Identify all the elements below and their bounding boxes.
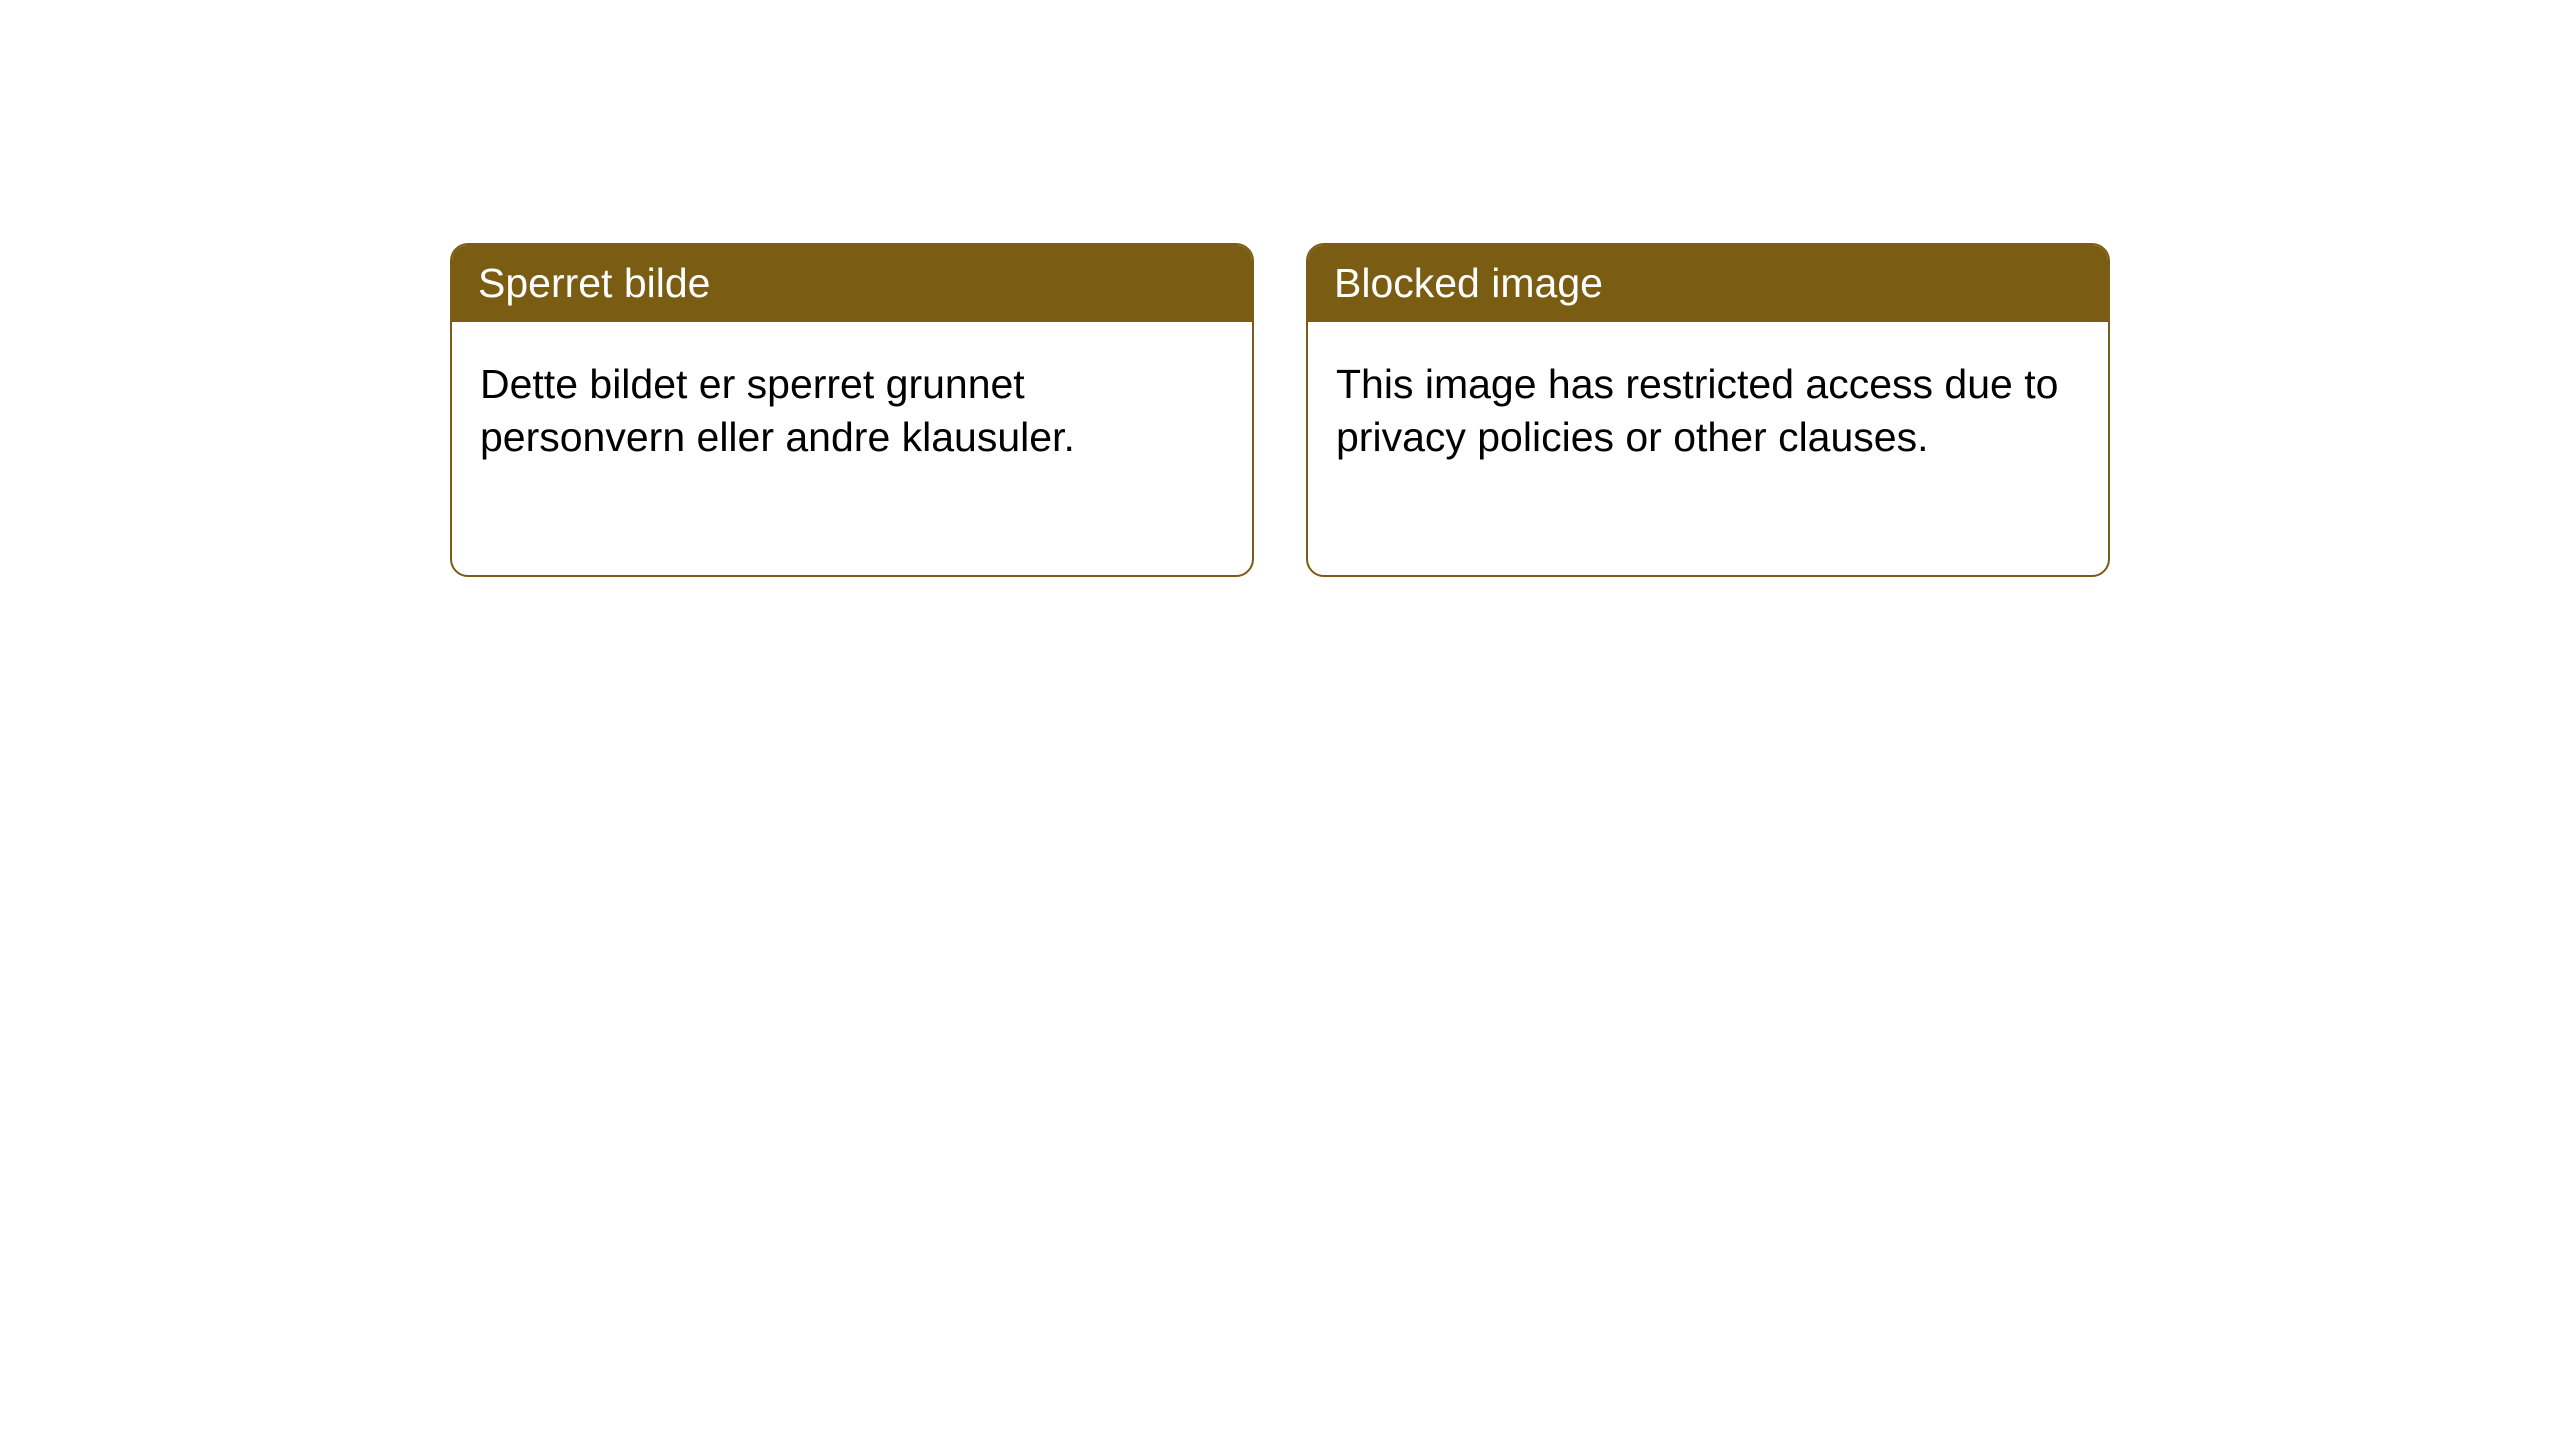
- notice-header: Blocked image: [1308, 245, 2108, 322]
- notice-box-english: Blocked image This image has restricted …: [1306, 243, 2110, 577]
- notice-title: Sperret bilde: [478, 260, 710, 306]
- notice-body: This image has restricted access due to …: [1308, 322, 2108, 575]
- notice-title: Blocked image: [1334, 260, 1603, 306]
- notice-body-text: Dette bildet er sperret grunnet personve…: [480, 361, 1075, 459]
- notice-box-norwegian: Sperret bilde Dette bildet er sperret gr…: [450, 243, 1254, 577]
- notice-header: Sperret bilde: [452, 245, 1252, 322]
- notice-body-text: This image has restricted access due to …: [1336, 361, 2058, 459]
- notice-container: Sperret bilde Dette bildet er sperret gr…: [450, 243, 2110, 577]
- notice-body: Dette bildet er sperret grunnet personve…: [452, 322, 1252, 575]
